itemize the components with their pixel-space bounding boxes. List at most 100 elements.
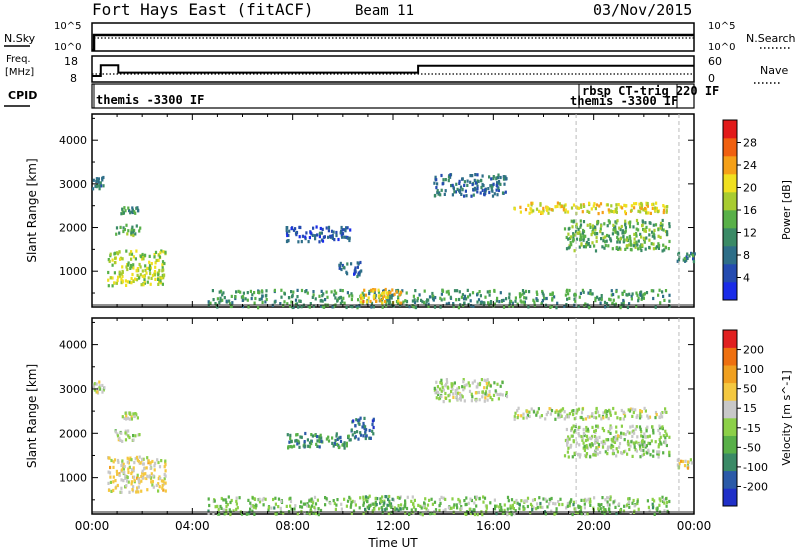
data-cell bbox=[544, 417, 547, 421]
data-cell bbox=[636, 435, 639, 439]
data-cell bbox=[111, 284, 114, 288]
data-cell bbox=[123, 206, 126, 210]
data-cell bbox=[316, 444, 319, 448]
data-cell bbox=[657, 234, 660, 238]
data-cell bbox=[121, 274, 124, 278]
data-cell bbox=[474, 173, 477, 177]
data-cell bbox=[556, 301, 559, 305]
data-cell bbox=[522, 507, 525, 511]
data-cell bbox=[267, 508, 270, 512]
data-cell bbox=[559, 205, 562, 209]
data-cell bbox=[388, 494, 391, 499]
data-cell bbox=[320, 439, 323, 443]
data-cell bbox=[381, 511, 384, 515]
data-cell bbox=[251, 293, 254, 297]
data-cell bbox=[579, 509, 583, 513]
data-cell bbox=[667, 247, 670, 251]
data-cell bbox=[120, 490, 123, 494]
data-cell bbox=[665, 504, 668, 508]
data-cell bbox=[579, 225, 582, 229]
data-cell bbox=[537, 407, 540, 411]
data-cell bbox=[642, 293, 645, 297]
data-cell bbox=[656, 506, 659, 510]
data-cell bbox=[161, 260, 165, 264]
data-cell bbox=[383, 499, 386, 503]
freq-frame bbox=[91, 55, 695, 83]
data-cell bbox=[345, 226, 348, 230]
data-cell bbox=[333, 238, 336, 242]
data-cell bbox=[615, 454, 618, 458]
data-cell bbox=[566, 288, 569, 292]
data-cell bbox=[413, 298, 416, 302]
data-cell bbox=[614, 302, 617, 306]
data-cell bbox=[619, 306, 622, 310]
data-cell bbox=[235, 496, 238, 500]
data-cell bbox=[467, 501, 470, 505]
data-cell bbox=[567, 455, 570, 459]
data-cell bbox=[362, 495, 365, 499]
data-cell bbox=[567, 246, 570, 250]
data-cell bbox=[637, 507, 640, 511]
data-cell bbox=[581, 288, 584, 292]
data-cell bbox=[217, 512, 220, 516]
data-cell bbox=[677, 251, 681, 255]
data-cell bbox=[319, 226, 322, 231]
data-cell bbox=[629, 425, 632, 429]
data-cell bbox=[341, 232, 345, 236]
data-cell bbox=[573, 249, 576, 253]
data-cell bbox=[439, 305, 442, 309]
data-cell bbox=[625, 238, 628, 242]
data-cell bbox=[357, 298, 360, 302]
data-cell bbox=[647, 416, 650, 420]
data-cell bbox=[577, 504, 580, 508]
data-cell bbox=[379, 497, 382, 501]
data-cell bbox=[647, 211, 650, 215]
data-cell bbox=[574, 233, 577, 237]
data-cell bbox=[382, 503, 385, 507]
data-cell bbox=[356, 418, 360, 423]
nsky-ytick-bottom: 10^0 bbox=[54, 42, 81, 53]
data-cell bbox=[291, 293, 294, 297]
data-cell bbox=[350, 428, 353, 432]
data-cell bbox=[584, 245, 587, 249]
data-cell bbox=[472, 188, 475, 192]
data-cell bbox=[279, 506, 282, 510]
data-cell bbox=[513, 500, 516, 504]
data-cell bbox=[462, 378, 465, 382]
data-cell bbox=[465, 297, 468, 301]
data-cell bbox=[131, 229, 134, 233]
data-cell bbox=[463, 386, 466, 390]
data-cell bbox=[536, 298, 539, 303]
data-cell bbox=[632, 498, 635, 503]
data-cell bbox=[126, 456, 129, 460]
data-cell bbox=[340, 233, 343, 237]
data-cell bbox=[628, 409, 632, 413]
data-cell bbox=[460, 505, 463, 509]
data-cell bbox=[610, 289, 613, 293]
data-cell bbox=[551, 298, 554, 302]
data-cell bbox=[274, 511, 277, 516]
data-cell bbox=[653, 499, 656, 503]
data-cell bbox=[566, 501, 569, 506]
data-cell bbox=[154, 277, 157, 281]
data-cell bbox=[162, 276, 165, 280]
data-cell bbox=[120, 464, 123, 468]
data-cell bbox=[541, 298, 544, 303]
data-cell bbox=[583, 502, 586, 506]
data-cell bbox=[484, 396, 487, 400]
data-cell bbox=[634, 245, 637, 249]
data-cell bbox=[108, 259, 111, 263]
data-cell bbox=[606, 452, 609, 456]
data-cell bbox=[624, 210, 627, 214]
data-cell bbox=[668, 222, 671, 226]
data-cell bbox=[589, 445, 592, 449]
data-cell bbox=[151, 459, 154, 464]
data-cell bbox=[209, 301, 212, 305]
data-cell bbox=[414, 508, 417, 512]
data-cell bbox=[375, 503, 378, 507]
data-cell bbox=[628, 500, 631, 504]
scatter-region bbox=[513, 406, 668, 421]
data-cell bbox=[131, 206, 134, 210]
data-cell bbox=[612, 223, 615, 227]
